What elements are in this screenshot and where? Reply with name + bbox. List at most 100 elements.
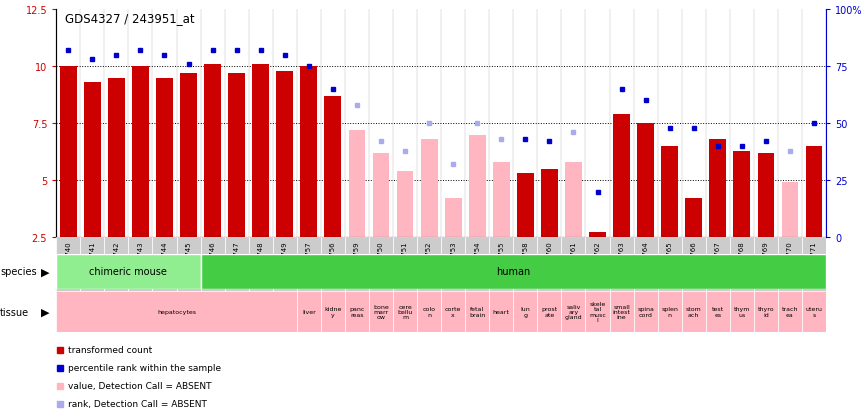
Text: GSM837764: GSM837764 — [643, 240, 649, 283]
Text: splen
n: splen n — [661, 306, 678, 317]
Bar — [782, 183, 798, 237]
Bar — [132, 67, 149, 237]
Bar — [490, 291, 513, 332]
Bar — [541, 169, 558, 237]
Bar — [561, 237, 586, 297]
Text: GSM837745: GSM837745 — [186, 240, 191, 283]
Text: hepatocytes: hepatocytes — [157, 309, 196, 314]
Bar — [685, 199, 702, 237]
Bar — [201, 237, 225, 297]
Bar — [56, 291, 297, 332]
Text: fetal
brain: fetal brain — [469, 306, 485, 317]
Bar — [201, 254, 826, 289]
Bar — [56, 254, 201, 289]
Bar — [706, 291, 730, 332]
Text: GSM837761: GSM837761 — [571, 240, 576, 283]
Text: GSM837742: GSM837742 — [113, 240, 119, 283]
Bar — [610, 237, 633, 297]
Text: GSM837756: GSM837756 — [330, 240, 336, 283]
Text: transformed count: transformed count — [68, 345, 152, 354]
Text: GSM837763: GSM837763 — [618, 240, 625, 283]
Bar — [253, 65, 269, 237]
Bar — [465, 291, 490, 332]
Text: GSM837768: GSM837768 — [739, 240, 745, 283]
Bar — [108, 78, 125, 237]
Bar — [420, 140, 438, 237]
Text: rank, Detection Call = ABSENT: rank, Detection Call = ABSENT — [68, 399, 207, 408]
Text: lun
g: lun g — [521, 306, 530, 317]
Bar — [152, 237, 176, 297]
Bar — [417, 291, 441, 332]
Bar — [441, 237, 465, 297]
Text: stom
ach: stom ach — [686, 306, 702, 317]
Bar — [80, 237, 105, 297]
Text: ▶: ▶ — [41, 307, 49, 317]
Text: GSM837744: GSM837744 — [162, 240, 168, 283]
Bar — [321, 291, 345, 332]
Bar — [56, 237, 80, 297]
Bar — [300, 67, 317, 237]
Text: kidne
y: kidne y — [324, 306, 342, 317]
Bar — [84, 83, 100, 237]
Bar — [324, 97, 342, 237]
Bar — [60, 67, 77, 237]
Bar — [465, 237, 490, 297]
Text: saliv
ary
gland: saliv ary gland — [565, 304, 582, 320]
Bar — [537, 291, 561, 332]
Text: GSM837741: GSM837741 — [89, 240, 95, 283]
Bar — [633, 291, 657, 332]
Bar — [613, 115, 630, 237]
Bar — [228, 74, 245, 237]
Text: GSM837767: GSM837767 — [714, 240, 721, 283]
Text: GSM837752: GSM837752 — [426, 240, 432, 283]
Bar — [156, 78, 173, 237]
Text: GSM837758: GSM837758 — [522, 240, 529, 283]
Text: bone
marr
ow: bone marr ow — [373, 304, 389, 320]
Text: thyro
id: thyro id — [758, 306, 774, 317]
Text: GSM837765: GSM837765 — [667, 240, 673, 283]
Bar — [373, 154, 389, 237]
Bar — [586, 291, 610, 332]
Text: corte
x: corte x — [445, 306, 461, 317]
Text: GSM837760: GSM837760 — [547, 240, 553, 283]
Text: GSM837743: GSM837743 — [138, 240, 144, 283]
Text: GSM837740: GSM837740 — [65, 240, 71, 283]
Bar — [272, 237, 297, 297]
Bar — [734, 151, 750, 237]
Bar — [657, 291, 682, 332]
Bar — [176, 237, 201, 297]
Bar — [730, 237, 754, 297]
Text: test
es: test es — [712, 306, 724, 317]
Bar — [393, 237, 417, 297]
Text: GSM837759: GSM837759 — [354, 240, 360, 283]
Text: GSM837766: GSM837766 — [691, 240, 696, 283]
Bar — [661, 147, 678, 237]
Text: GSM837757: GSM837757 — [306, 240, 311, 283]
Bar — [513, 291, 537, 332]
Bar — [586, 237, 610, 297]
Text: value, Detection Call = ABSENT: value, Detection Call = ABSENT — [68, 382, 212, 390]
Text: GSM837746: GSM837746 — [209, 240, 215, 283]
Bar — [802, 291, 826, 332]
Text: prost
ate: prost ate — [541, 306, 557, 317]
Text: GSM837748: GSM837748 — [258, 240, 264, 283]
Bar — [276, 71, 293, 237]
Bar — [802, 237, 826, 297]
Bar — [561, 291, 586, 332]
Bar — [778, 291, 802, 332]
Text: panc
reas: panc reas — [349, 306, 365, 317]
Bar — [469, 135, 485, 237]
Text: GSM837749: GSM837749 — [282, 240, 288, 283]
Bar — [393, 291, 417, 332]
Bar — [805, 147, 823, 237]
Text: GDS4327 / 243951_at: GDS4327 / 243951_at — [65, 12, 195, 25]
Bar — [128, 237, 152, 297]
Text: GSM837771: GSM837771 — [811, 240, 817, 283]
Text: thym
us: thym us — [734, 306, 750, 317]
Bar — [493, 163, 509, 237]
Text: GSM837751: GSM837751 — [402, 240, 408, 283]
Bar — [105, 237, 128, 297]
Bar — [297, 291, 321, 332]
Text: GSM837753: GSM837753 — [450, 240, 456, 283]
Bar — [490, 237, 513, 297]
